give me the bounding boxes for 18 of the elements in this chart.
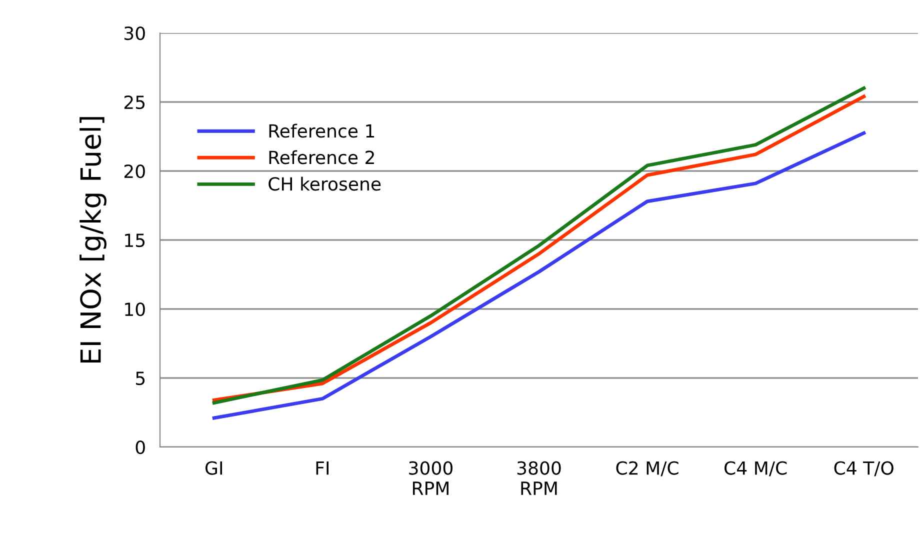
y-tick-label: 10 [125,302,145,316]
legend-label: Reference 1 [269,124,374,138]
y-tick-label: 5 [136,372,145,386]
x-tick-label: C4 T/O [834,461,894,476]
y-axis-title: EI NOx [g/kg Fuel] [80,117,106,363]
legend-label: Reference 2 [269,150,374,164]
x-tick-label: GI [205,461,222,475]
x-tick-label: C2 M/C [616,461,678,476]
y-tick-label: 0 [136,440,145,454]
legend-label: CH kerosene [268,176,381,191]
y-tick-label: 25 [124,95,145,110]
x-tick-label: 3800 RPM [517,461,561,495]
y-tick-label: 30 [124,26,145,40]
x-tick-label: 3000 RPM [409,461,452,495]
y-tick-label: 20 [124,164,145,178]
y-tick-label: 15 [125,234,145,248]
x-tick-label: FI [316,461,329,475]
x-tick-label: C4 M/C [724,461,787,476]
